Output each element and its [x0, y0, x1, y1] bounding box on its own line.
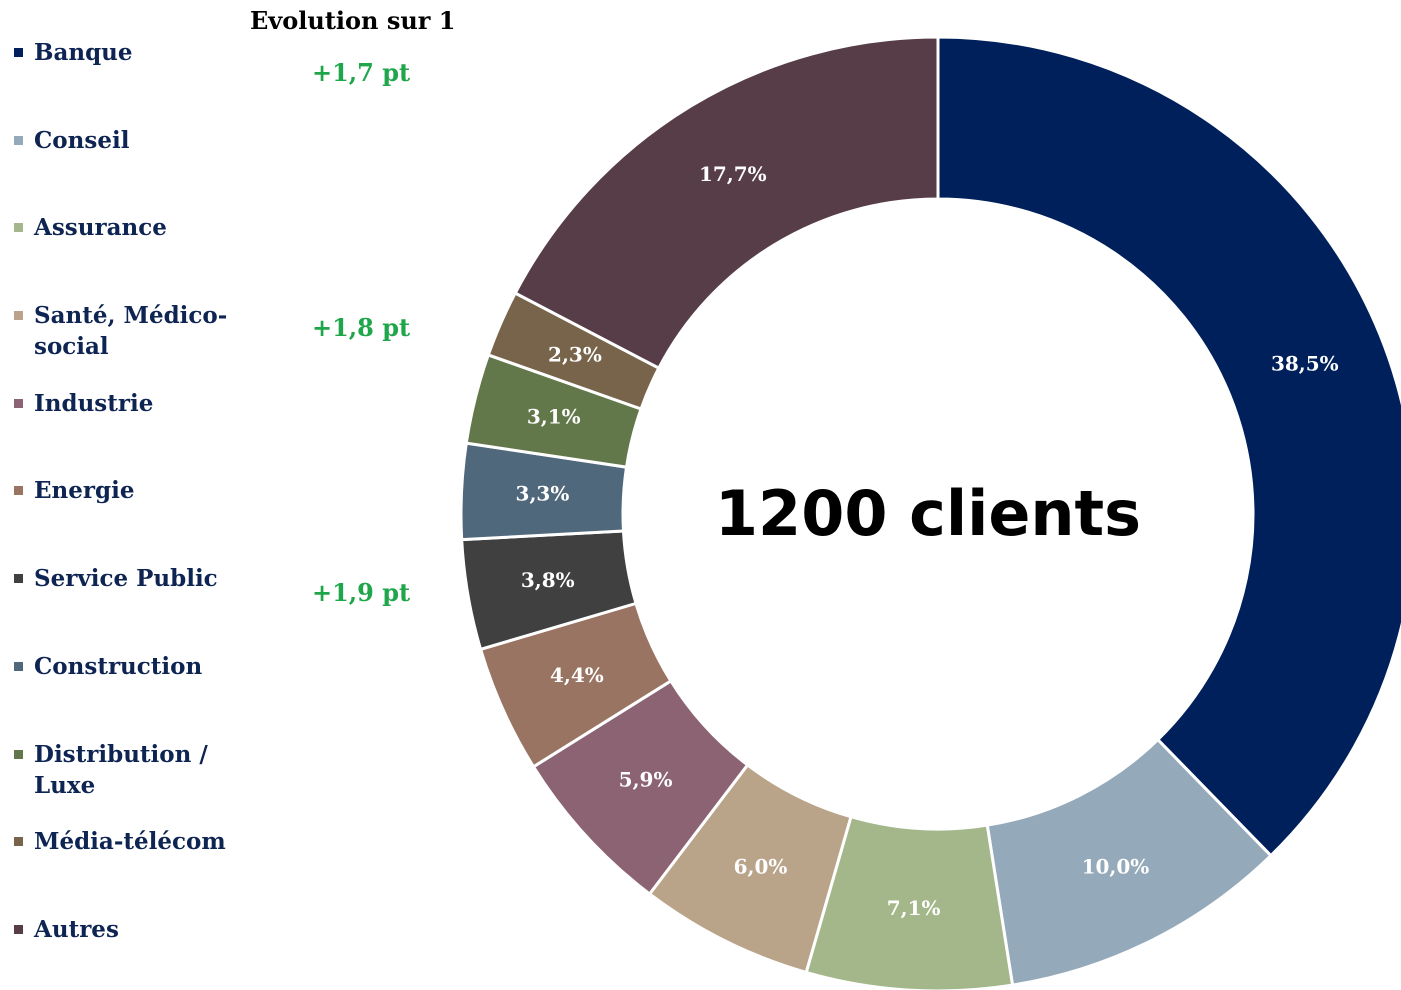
legend-swatch — [14, 399, 23, 408]
donut-segment — [936, 35, 1401, 858]
data-label: 2,3% — [548, 342, 602, 366]
center-label: 1200 clients — [715, 477, 1141, 550]
legend-item: Energie — [14, 475, 249, 506]
data-label: 3,8% — [521, 568, 575, 592]
legend-swatch — [14, 574, 23, 583]
annotation-title: Evolution sur 1 — [250, 6, 456, 35]
annotation: +1,7 pt — [312, 58, 411, 87]
data-label: 3,3% — [516, 482, 570, 506]
annotation: +1,8 pt — [312, 313, 411, 342]
data-label: 7,1% — [887, 896, 941, 920]
legend-item: Construction — [14, 651, 249, 682]
data-label: 17,7% — [699, 162, 767, 186]
legend-item: Banque — [14, 37, 249, 68]
annotation: +1,9 pt — [312, 578, 411, 607]
legend-item: Autres — [14, 914, 249, 945]
legend-item: Distribution / Luxe — [14, 739, 249, 801]
legend-label: Construction — [34, 653, 203, 680]
data-label: 3,1% — [527, 405, 581, 429]
data-label: 4,4% — [550, 663, 604, 687]
data-label: 10,0% — [1082, 855, 1150, 879]
legend-label: Assurance — [34, 214, 167, 241]
legend-swatch — [14, 925, 23, 934]
legend-swatch — [14, 750, 23, 759]
legend-swatch — [14, 837, 23, 846]
legend-label: Conseil — [34, 127, 130, 154]
legend-label: Industrie — [34, 390, 154, 417]
legend-item: Conseil — [14, 125, 249, 156]
legend-label: Distribution / Luxe — [34, 741, 208, 799]
data-label: 5,9% — [619, 768, 673, 792]
legend-label: Santé, Médico-social — [34, 302, 228, 360]
legend-label: Service Public — [34, 565, 218, 592]
legend-item: Santé, Médico-social — [14, 300, 249, 362]
legend-swatch — [14, 486, 23, 495]
legend-swatch — [14, 48, 23, 57]
donut-segment — [513, 35, 940, 371]
legend-swatch — [14, 311, 23, 320]
legend-item: Service Public — [14, 563, 249, 594]
legend-label: Média-télécom — [34, 828, 226, 855]
legend-label: Energie — [34, 477, 135, 504]
legend-swatch — [14, 136, 23, 145]
legend-swatch — [14, 662, 23, 671]
legend-item: Industrie — [14, 388, 249, 419]
data-label: 6,0% — [734, 855, 788, 879]
legend-label: Banque — [34, 39, 133, 66]
data-label: 38,5% — [1271, 351, 1339, 375]
legend-item: Média-télécom — [14, 826, 249, 857]
legend-label: Autres — [34, 916, 119, 943]
legend-item: Assurance — [14, 212, 249, 243]
legend-swatch — [14, 223, 23, 232]
